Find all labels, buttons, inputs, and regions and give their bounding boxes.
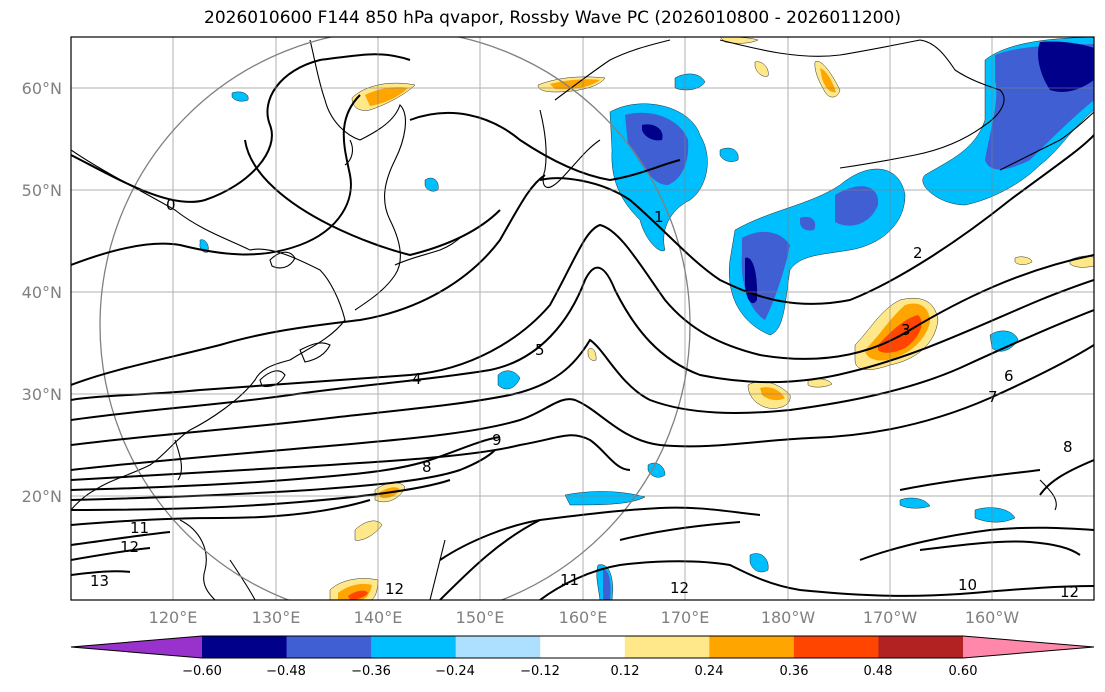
colorbar-segment	[963, 636, 1094, 658]
contour-label: 6	[1004, 367, 1014, 385]
colorbar-segment	[709, 636, 795, 658]
contour-label: 5	[535, 341, 545, 359]
latitude-labels: 60°N 50°N 40°N 30°N 20°N	[22, 79, 62, 506]
colorbar-tick: −0.24	[435, 664, 475, 679]
colorbar-tick: 0.36	[780, 664, 809, 679]
lon-label: 150°E	[456, 608, 505, 627]
contour-label: 1	[654, 208, 664, 226]
lon-label: 170°W	[863, 608, 918, 627]
lon-label: 160°E	[559, 608, 608, 627]
colorbar-tick: 0.60	[949, 664, 978, 679]
colorbar	[70, 635, 1095, 659]
colorbar-tick: −0.60	[182, 664, 222, 679]
contour-lines	[71, 53, 1094, 600]
colorbar-segment	[71, 636, 202, 658]
contour-label: 3	[901, 321, 911, 339]
gridlines	[71, 37, 1094, 600]
contour-label: 9	[492, 431, 502, 449]
lat-label: 30°N	[22, 385, 62, 404]
contour-label: 7	[988, 388, 998, 406]
lon-label: 170°E	[661, 608, 710, 627]
colorbar-segment	[793, 636, 879, 658]
colorbar-tick: −0.36	[351, 664, 391, 679]
colorbar-segment	[455, 636, 541, 658]
coastlines	[71, 39, 1094, 600]
chart-title: 2026010600 F144 850 hPa qvapor, Rossby W…	[204, 8, 901, 28]
longitude-labels: 120°E 130°E 140°E 150°E 160°E 170°E 180°…	[149, 608, 1020, 627]
contour-label-group: 0 1 2 3 4 5 6 7 8 8 9 10 11 11 12 12 12 …	[90, 196, 1079, 601]
contour-label: 12	[1060, 583, 1079, 601]
lon-label: 120°E	[149, 608, 198, 627]
colorbar-segment	[878, 636, 964, 658]
contour-label: 12	[385, 580, 404, 598]
lat-label: 20°N	[22, 487, 62, 506]
colorbar-segment	[202, 636, 288, 658]
contour-label: 11	[560, 571, 579, 589]
colorbar-tick: −0.12	[520, 664, 560, 679]
contour-label: 10	[958, 576, 977, 594]
map-frame	[70, 36, 1095, 601]
contour-label: 12	[120, 538, 139, 556]
lat-label: 60°N	[22, 79, 62, 98]
colorbar-tick: 0.48	[864, 664, 893, 679]
colorbar-outline	[70, 635, 1095, 659]
contour-label: 4	[412, 370, 422, 388]
lat-label: 40°N	[22, 283, 62, 302]
colorbar-tick-labels: −0.60 −0.48 −0.36 −0.24 −0.12 0.12 0.24 …	[182, 664, 977, 679]
lon-label: 140°E	[354, 608, 403, 627]
lat-label: 50°N	[22, 181, 62, 200]
colorbar-segment	[540, 636, 626, 658]
colorbar-tick: 0.12	[611, 664, 640, 679]
contour-label: 8	[422, 458, 432, 476]
contour-label: 11	[130, 519, 149, 537]
contour-label: 0	[166, 196, 176, 214]
colorbar-tick: 0.24	[695, 664, 724, 679]
lon-label: 180°W	[761, 608, 816, 627]
contour-label: 12	[670, 579, 689, 597]
lon-label: 160°W	[965, 608, 1020, 627]
lon-label: 130°E	[252, 608, 301, 627]
colorbar-tick: −0.48	[266, 664, 306, 679]
strong-positive-shading	[348, 315, 922, 600]
colorbar-segment	[624, 636, 710, 658]
contour-label: 13	[90, 572, 109, 590]
contour-label: 2	[913, 244, 923, 262]
contour-label: 8	[1063, 438, 1073, 456]
colorbar-segment	[286, 636, 372, 658]
colorbar-segment	[371, 636, 457, 658]
